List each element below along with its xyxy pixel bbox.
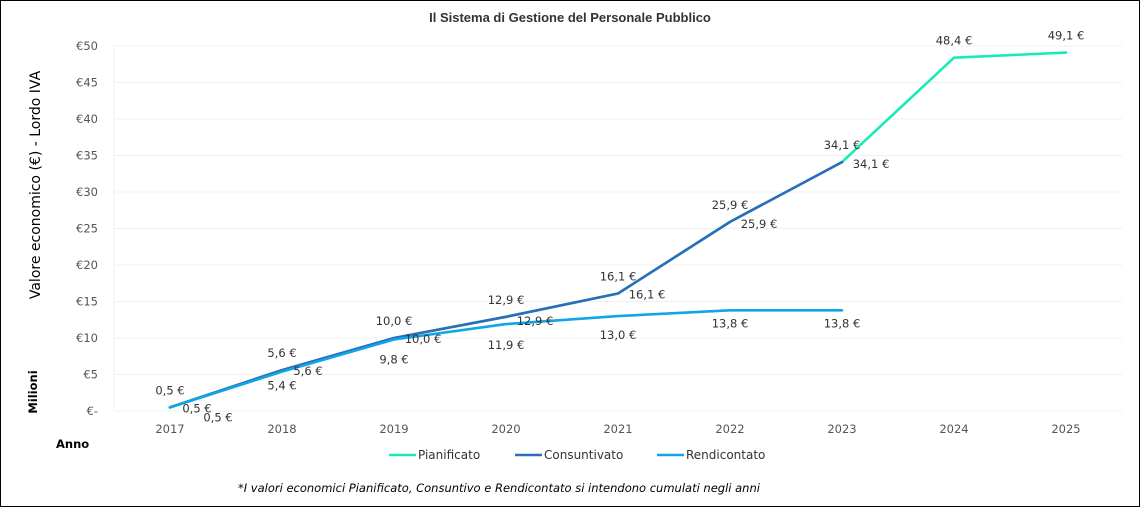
data-label-pianificato: 16,1 € (600, 269, 637, 283)
data-label-pianificato: 34,1 € (824, 138, 861, 152)
data-label-consuntivato: 25,9 € (741, 217, 778, 231)
data-label-pianificato: 0,5 € (155, 383, 184, 397)
legend: Pianificato Consuntivato Rendicontato (389, 448, 765, 462)
y-tick-label: €30 (76, 185, 98, 199)
gridlines (113, 45, 1122, 412)
data-label-rendicontato: 13,0 € (600, 328, 637, 342)
x-tick-label: 2024 (939, 422, 968, 436)
data-label-rendicontato: 13,8 € (824, 316, 861, 330)
data-labels: 0,5 € 5,6 € 10,0 € 12,9 € 16,1 € 25,9 € 34,1 €… (155, 29, 1084, 425)
data-label-consuntivato: 34,1 € (853, 157, 890, 171)
y-tick-label: €45 (76, 76, 98, 90)
y-tick-label: €- (87, 404, 98, 418)
data-label-rendicontato: 11,9 € (488, 338, 525, 352)
y-tick-label: €5 (83, 368, 98, 382)
y-tick-label: €50 (76, 39, 98, 53)
data-label-rendicontato: 0,5 € (203, 410, 232, 424)
data-label-consuntivato: 5,6 € (293, 364, 322, 378)
x-axis-ticks: 2017 2018 2019 2020 2021 2022 2023 2024 2025 (155, 422, 1080, 436)
series-lines (168, 51, 1068, 409)
data-label-rendicontato: 13,8 € (712, 316, 749, 330)
x-tick-label: 2023 (827, 422, 856, 436)
series-line-consuntivato (168, 160, 844, 409)
data-label-consuntivato: 16,1 € (629, 287, 666, 301)
y-tick-label: €40 (76, 112, 98, 126)
x-tick-label: 2019 (379, 422, 408, 436)
y-axis-unit: Milioni (26, 370, 40, 413)
x-tick-label: 2018 (267, 422, 296, 436)
legend-label-pianificato: Pianificato (418, 448, 480, 462)
y-tick-label: €35 (76, 149, 98, 163)
data-label-pianificato: 10,0 € (376, 314, 413, 328)
footnote: *I valori economici Pianificato, Consunt… (238, 481, 761, 495)
y-tick-label: €15 (76, 295, 98, 309)
x-tick-label: 2020 (491, 422, 520, 436)
y-axis-ticks: €- €5 €10 €15 €20 €25 €30 €35 €40 €45 €50 (76, 39, 98, 418)
chart-title: Il Sistema di Gestione del Personale Pub… (429, 10, 711, 25)
data-label-rendicontato: 5,4 € (267, 379, 296, 393)
data-label-pianificato: 12,9 € (488, 293, 525, 307)
data-label-pianificato: 25,9 € (712, 198, 749, 212)
x-tick-label: 2021 (603, 422, 632, 436)
legend-label-rendicontato: Rendicontato (686, 448, 765, 462)
data-label-rendicontato: 9,8 € (379, 352, 408, 366)
legend-label-consuntivato: Consuntivato (544, 448, 623, 462)
y-tick-label: €20 (76, 258, 98, 272)
x-tick-label: 2022 (715, 422, 744, 436)
y-tick-label: €25 (76, 222, 98, 236)
data-label-consuntivato: 10,0 € (405, 332, 442, 346)
data-label-pianificato: 49,1 € (1048, 29, 1085, 43)
data-label-pianificato: 5,6 € (267, 346, 296, 360)
data-label-consuntivato: 0,5 € (182, 401, 211, 415)
x-axis-title: Anno (56, 437, 89, 451)
y-axis-title: Valore economico (€) - Lordo IVA (28, 70, 44, 299)
series-line-rendicontato (168, 308, 844, 409)
x-tick-label: 2017 (155, 422, 184, 436)
y-tick-label: €10 (76, 331, 98, 345)
x-tick-label: 2025 (1051, 422, 1080, 436)
data-label-pianificato: 48,4 € (936, 34, 973, 48)
data-label-consuntivato: 12,9 € (517, 314, 554, 328)
series-line-pianificato (168, 51, 1068, 409)
